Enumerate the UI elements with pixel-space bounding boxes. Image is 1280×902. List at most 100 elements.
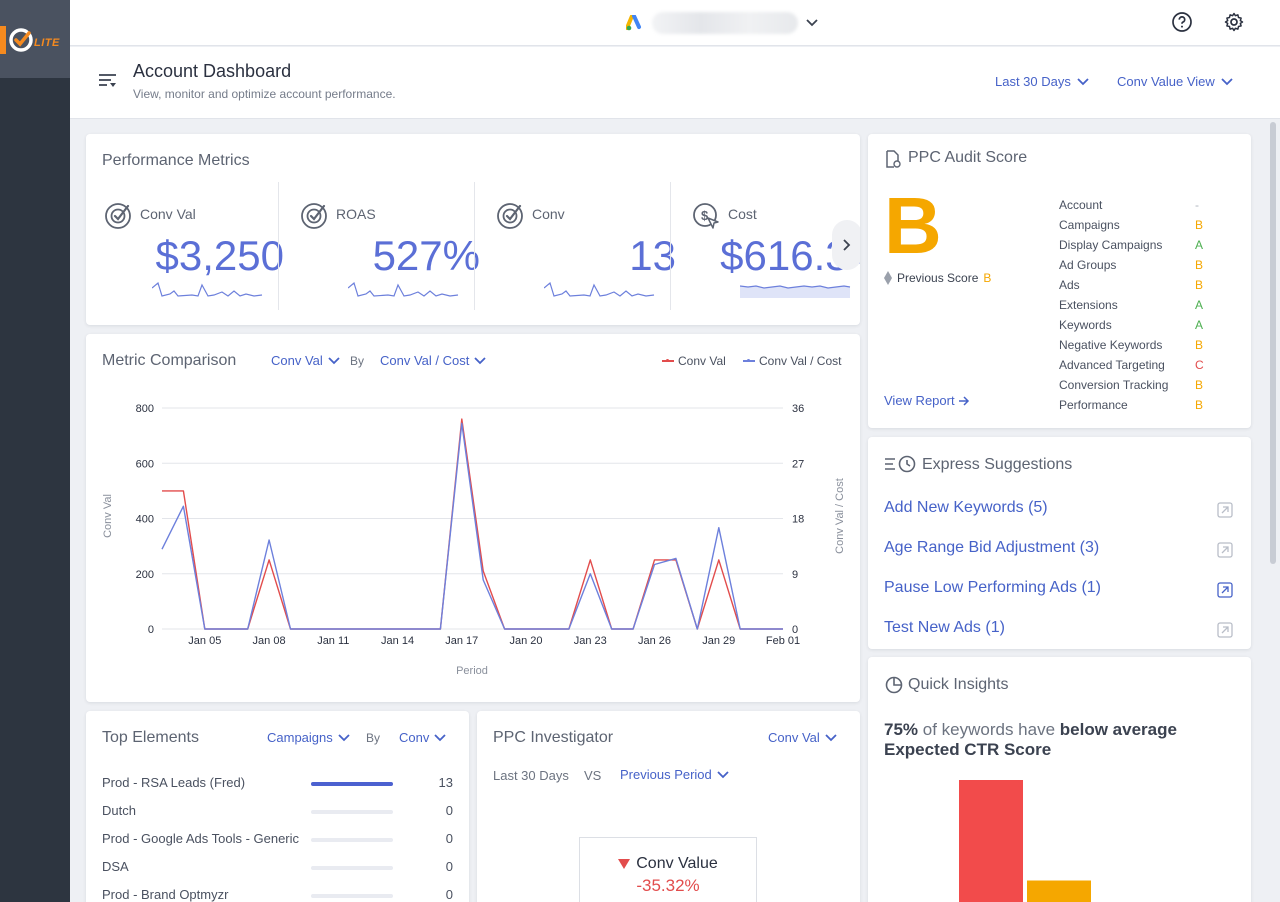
chevron-down-icon — [717, 770, 729, 778]
audit-row[interactable]: Ads B — [1059, 278, 1214, 292]
top-element-bar — [311, 782, 393, 786]
top-element-row[interactable]: Prod - Google Ads Tools - Generic 0 — [102, 831, 457, 851]
insight-mid: of keywords have — [918, 720, 1060, 739]
top-element-bar — [311, 838, 393, 842]
y-left-axis-label: Conv Val — [102, 494, 114, 538]
express-suggestions-card: Express Suggestions Add New Keywords (5)… — [868, 437, 1251, 649]
audit-row[interactable]: Advanced Targeting C — [1059, 358, 1214, 372]
external-arrow-icon[interactable] — [1217, 502, 1233, 518]
audit-row[interactable]: Conversion Tracking B — [1059, 378, 1214, 392]
audit-document-icon — [886, 150, 901, 168]
audit-row[interactable]: Account - — [1059, 198, 1214, 212]
audit-row-label: Advanced Targeting — [1059, 358, 1165, 372]
audit-row-label: Negative Keywords — [1059, 338, 1163, 352]
audit-row[interactable]: Campaigns B — [1059, 218, 1214, 232]
x-axis-label: Period — [456, 665, 488, 677]
insight-bar[interactable] — [959, 780, 1023, 902]
suggestion-link[interactable]: Test New Ads (1) — [884, 619, 1005, 636]
account-name-blurred — [652, 12, 798, 34]
x-tick: Jan 08 — [253, 635, 286, 647]
metric-tile[interactable]: Conv 13 — [496, 182, 692, 310]
metrics-next-button[interactable] — [832, 220, 860, 270]
x-tick: Jan 29 — [702, 635, 735, 647]
top-element-value: 0 — [445, 803, 453, 818]
x-tick: Jan 05 — [188, 635, 221, 647]
metric-value: 13 — [629, 232, 676, 279]
audit-row-label: Ads — [1059, 278, 1080, 292]
external-arrow-icon[interactable] — [1217, 582, 1233, 598]
chevron-down-icon — [806, 19, 818, 27]
y-right-tick: 36 — [792, 403, 804, 415]
top-metric-label: Conv — [399, 730, 430, 745]
topbar — [70, 0, 1280, 46]
down-triangle-icon — [618, 859, 631, 869]
list-clock-icon — [885, 455, 916, 473]
metric-comparison-card: Metric Comparison Conv Val By Conv Val /… — [86, 334, 860, 702]
view-report-link[interactable]: View Report — [884, 393, 970, 408]
legend-conv-val-cost[interactable]: Conv Val / Cost — [743, 354, 841, 368]
top-element-row[interactable]: Prod - RSA Leads (Fred) 13 — [102, 775, 457, 795]
filter-menu-icon[interactable] — [98, 73, 118, 89]
metric-b-label: Conv Val / Cost — [380, 353, 470, 368]
legend-conv-val[interactable]: Conv Val — [662, 354, 726, 368]
top-element-value: 0 — [445, 831, 453, 846]
metric-divider — [474, 182, 475, 310]
date-range-dropdown[interactable]: Last 30 Days — [995, 74, 1089, 89]
top-metric-dropdown[interactable]: Conv — [399, 730, 446, 745]
insight-bar-chart — [959, 780, 1091, 902]
comparison-chart: 0 200 400 600 800 0 9 18 27 36 Jan 05 Jan 08 Jan 11 J… — [102, 403, 846, 677]
metric-tile[interactable]: ROAS 527% — [300, 182, 496, 310]
sparkline — [740, 285, 851, 298]
target-icon — [497, 203, 523, 229]
sparkline — [152, 282, 263, 297]
metric-label: ROAS — [336, 206, 376, 222]
top-element-row[interactable]: Dutch 0 — [102, 803, 457, 823]
period-label: Last 30 Days — [493, 768, 569, 783]
top-element-row[interactable]: Prod - Brand Optmyzr 0 — [102, 887, 457, 902]
audit-row-label: Account — [1059, 198, 1103, 212]
chevron-down-icon — [1077, 77, 1089, 85]
audit-row[interactable]: Keywords A — [1059, 318, 1214, 332]
suggestion-link[interactable]: Add New Keywords (5) — [884, 499, 1048, 516]
metric-b-dropdown[interactable]: Conv Val / Cost — [380, 353, 486, 368]
external-arrow-icon[interactable] — [1217, 622, 1233, 638]
page-scrollbar[interactable] — [1270, 122, 1276, 564]
metric-a-dropdown[interactable]: Conv Val — [271, 353, 340, 368]
audit-row[interactable]: Performance B — [1059, 398, 1214, 412]
audit-row[interactable]: Ad Groups B — [1059, 258, 1214, 272]
insight-bar[interactable] — [1027, 880, 1091, 902]
audit-row-label: Display Campaigns — [1059, 238, 1163, 252]
audit-row-label: Extensions — [1059, 298, 1118, 312]
view-mode-dropdown[interactable]: Conv Value View — [1117, 74, 1233, 89]
audit-row-label: Campaigns — [1059, 218, 1120, 232]
insight-text: 75% of keywords have below average Expec… — [884, 720, 1214, 760]
chevron-down-icon — [825, 733, 837, 741]
sparkline — [544, 282, 655, 297]
top-elements-card: Top Elements Campaigns By Conv Prod - RS… — [86, 711, 469, 902]
top-element-row[interactable]: DSA 0 — [102, 859, 457, 879]
account-switcher[interactable] — [626, 10, 818, 36]
y-right-tick: 9 — [792, 569, 798, 581]
audit-row[interactable]: Extensions A — [1059, 298, 1214, 312]
help-icon[interactable] — [1171, 11, 1193, 33]
change-summary-box[interactable]: Conv Value -35.32% — [579, 837, 757, 902]
suggestion-link[interactable]: Pause Low Performing Ads (1) — [884, 579, 1101, 596]
gear-icon[interactable] — [1223, 11, 1245, 33]
suggestion-link[interactable]: Age Range Bid Adjustment (3) — [884, 539, 1100, 556]
investigator-metric-dropdown[interactable]: Conv Val — [768, 730, 837, 745]
group-by-dropdown[interactable]: Campaigns — [267, 730, 350, 745]
target-icon — [105, 203, 131, 229]
audit-row[interactable]: Negative Keywords B — [1059, 338, 1214, 352]
x-tick: Jan 26 — [638, 635, 671, 647]
y-left-tick: 0 — [148, 624, 154, 636]
series-line-conv-val-cost[interactable] — [161, 422, 783, 630]
logo-area[interactable]: LITE — [0, 0, 70, 78]
external-arrow-icon[interactable] — [1217, 542, 1233, 558]
audit-row[interactable]: Display Campaigns A — [1059, 238, 1214, 252]
compare-period-dropdown[interactable]: Previous Period — [620, 767, 729, 782]
y-left-tick: 600 — [136, 458, 154, 470]
metric-tile[interactable]: Conv Val $3,250 — [104, 182, 300, 310]
change-label: Conv Value — [636, 855, 718, 872]
diamond-icon — [884, 271, 892, 285]
google-ads-icon — [626, 15, 641, 31]
